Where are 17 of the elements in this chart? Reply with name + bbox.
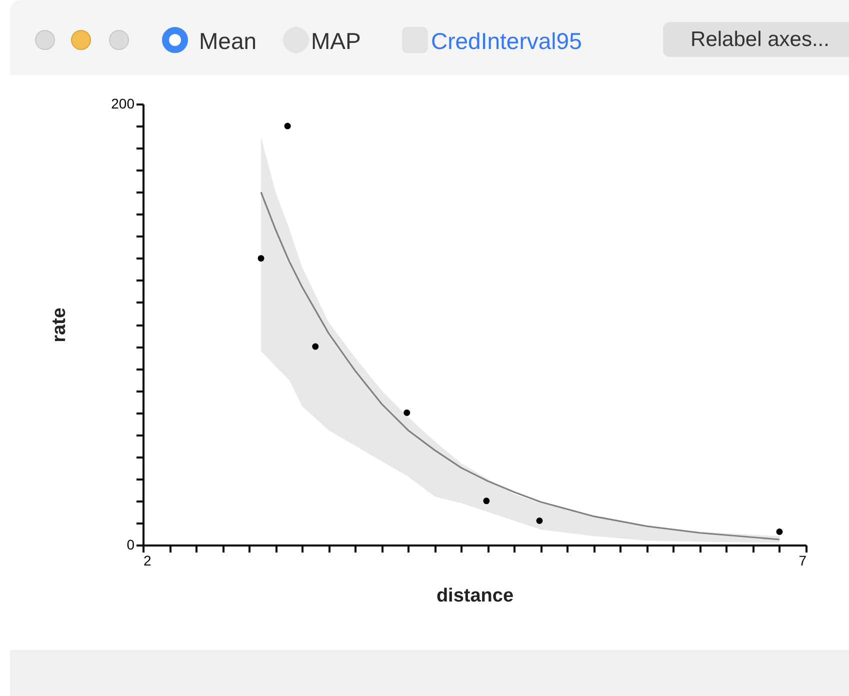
text: Relabel axes... [663,22,849,57]
y-axis-title: rate [49,308,70,342]
point [284,122,291,130]
point [312,343,319,350]
point [483,498,490,504]
x-axis-title: distance [436,586,514,606]
point [776,528,783,536]
text: MAP [311,28,361,54]
y-tick-label: 200 [111,96,135,112]
point [536,518,543,524]
text: Mean [199,28,257,54]
point [258,255,264,262]
point [404,409,410,416]
y-tick-label: 0 [126,536,135,552]
x-tick-label: 2 [144,552,152,568]
x-tick-label: 7 [798,552,807,568]
text: CredInterval95 [431,28,582,54]
